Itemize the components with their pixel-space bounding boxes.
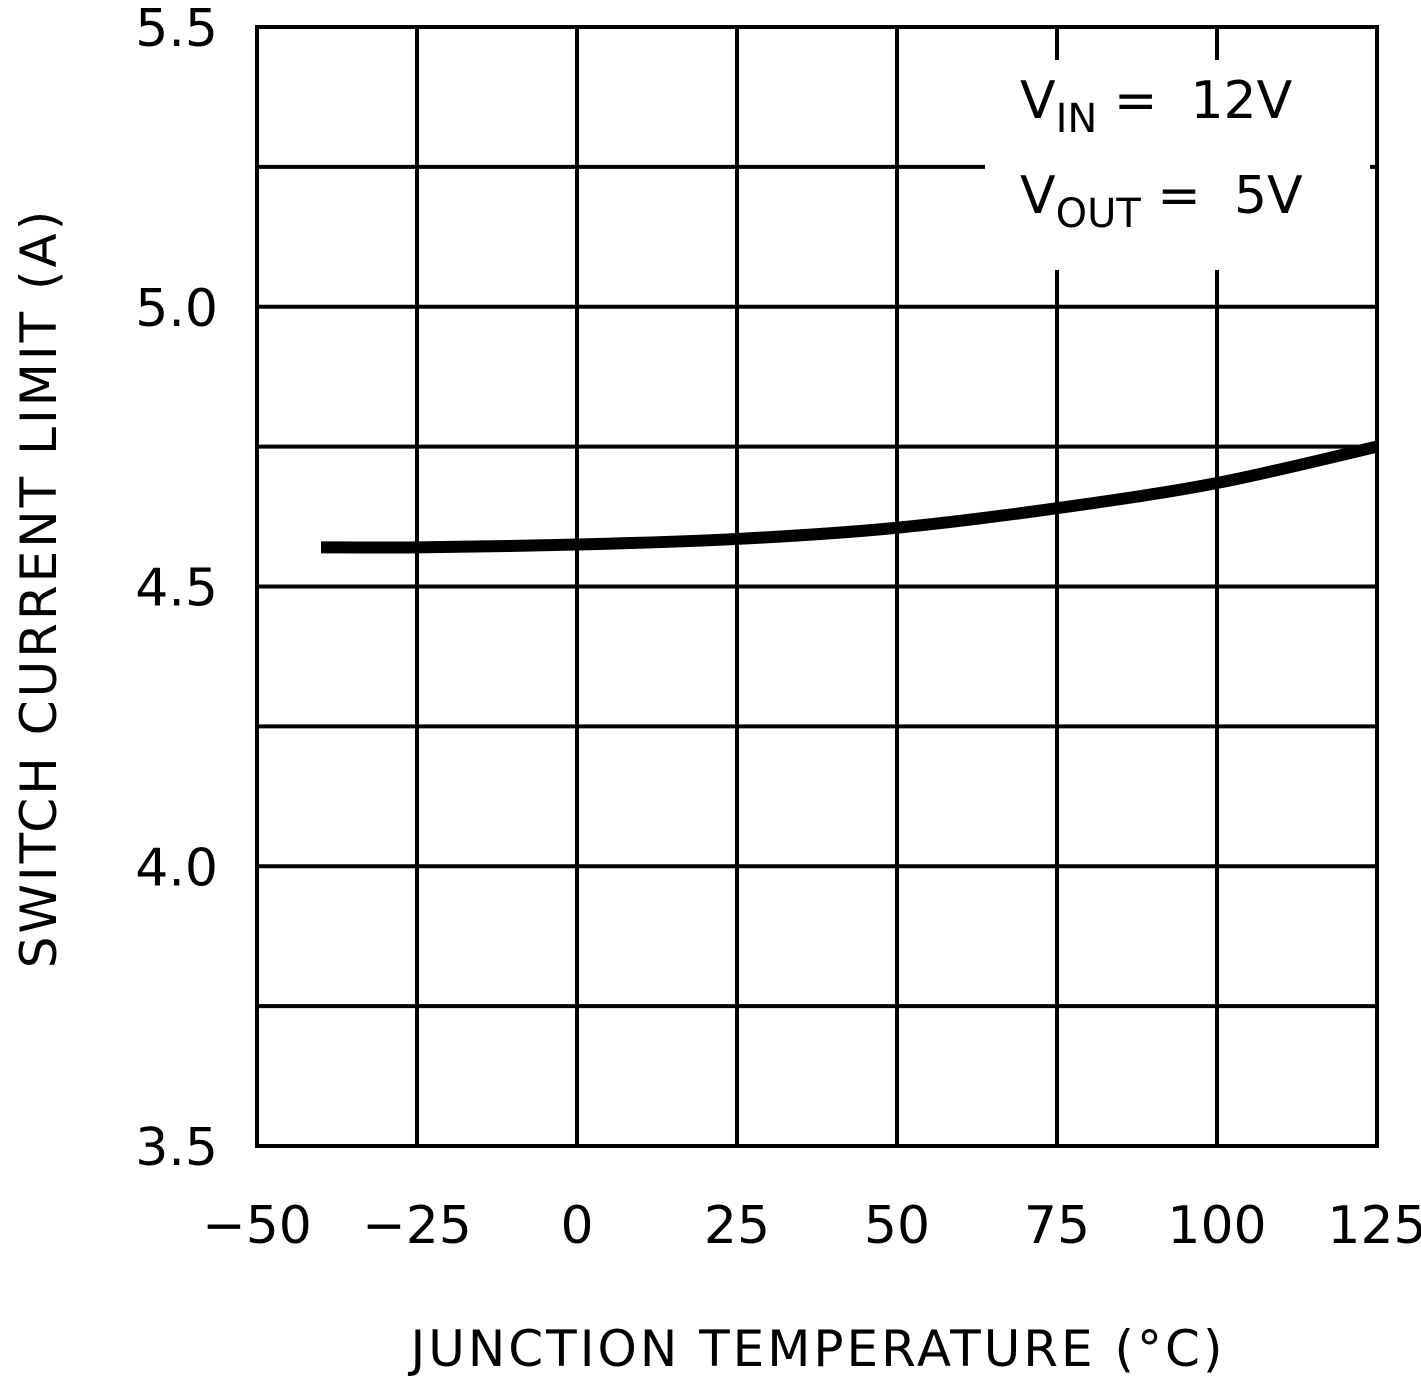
y-tick-label: 3.5 xyxy=(135,1118,218,1178)
x-tick-label: 75 xyxy=(1024,1196,1090,1256)
y-tick-label: 4.5 xyxy=(135,559,218,619)
annotation-vin: VIN = 12V xyxy=(1020,71,1293,142)
annotation-background xyxy=(985,60,1370,270)
plot-frame xyxy=(255,25,1379,1148)
annotation-vout-symbol: V xyxy=(1020,166,1056,226)
y-tick-label: 5.0 xyxy=(135,279,218,339)
annotation-box: VIN = 12V VOUT = 5V xyxy=(1020,71,1303,237)
annotation-vout-subscript: OUT xyxy=(1056,191,1142,237)
x-tick-label: 25 xyxy=(704,1196,770,1256)
x-tick-label: 0 xyxy=(560,1196,593,1256)
annotation-vin-symbol: V xyxy=(1020,71,1056,131)
series-line xyxy=(320,440,1379,554)
annotation-vin-value: = 12V xyxy=(1097,71,1292,131)
y-axis-title: SWITCH CURRENT LIMIT (A) xyxy=(10,208,68,969)
y-tick-labels: 3.5 4.0 4.5 5.0 5.5 xyxy=(135,0,218,1178)
y-tick-label: 5.5 xyxy=(135,0,218,59)
x-axis-title: JUNCTION TEMPERATURE (°C) xyxy=(408,1320,1226,1377)
x-tick-label: 50 xyxy=(864,1196,930,1256)
annotation-vin-subscript: IN xyxy=(1056,96,1098,142)
x-tick-label: 100 xyxy=(1167,1196,1266,1256)
x-tick-label: 125 xyxy=(1327,1196,1421,1256)
x-tick-label: −25 xyxy=(362,1196,472,1256)
y-tick-label: 4.0 xyxy=(135,838,218,898)
x-tick-labels: −50 −25 0 25 50 75 100 125 xyxy=(202,1196,1421,1256)
annotation-vout-value: = 5V xyxy=(1141,166,1303,226)
x-tick-label: −50 xyxy=(202,1196,312,1256)
annotation-vout: VOUT = 5V xyxy=(1020,166,1303,237)
